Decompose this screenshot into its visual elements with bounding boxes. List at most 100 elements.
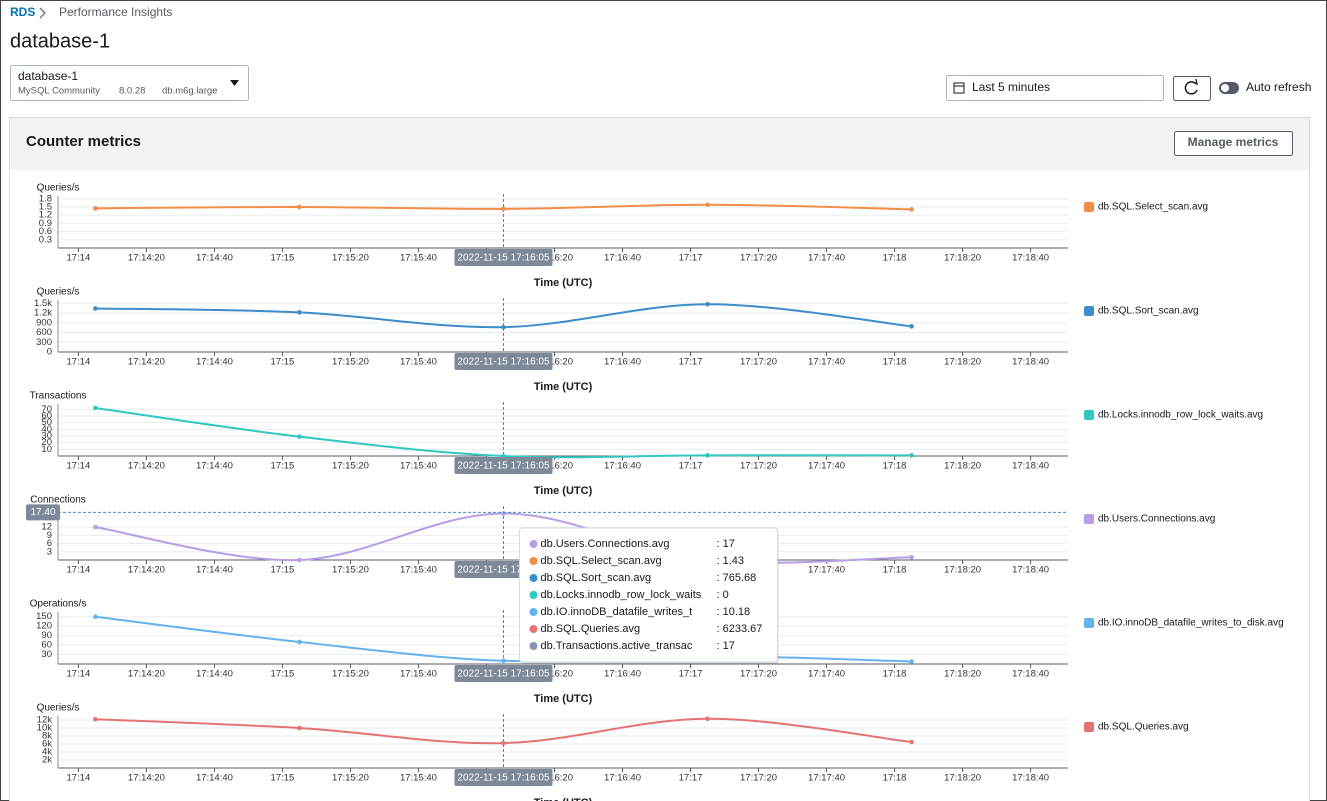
refresh-button[interactable] <box>1173 76 1211 101</box>
y-axis-label: Operations/s <box>30 599 87 610</box>
data-point <box>705 716 710 722</box>
x-tick-label: 17:17:20 <box>740 357 777 368</box>
y-tick-label: 4k <box>42 747 52 758</box>
legend-label: db.Users.Connections.avg <box>1098 514 1215 525</box>
tooltip <box>518 527 778 663</box>
y-tick-label: 300 <box>36 337 52 348</box>
y-tick-label: 20 <box>41 437 52 448</box>
x-tick-label: 17:18 <box>883 669 907 680</box>
x-tick-label: 17:15:40 <box>400 565 437 576</box>
y-tick-label: 70 <box>41 404 52 415</box>
x-tick-label: 17:14 <box>67 461 91 472</box>
tooltip-value: : 10.18 <box>716 606 750 618</box>
legend-swatch <box>1084 514 1094 524</box>
time-range: Last 5 minutes <box>972 80 1050 94</box>
y-tick-label: 3 <box>47 546 52 557</box>
data-point <box>705 202 710 208</box>
manage-metrics-button[interactable] <box>1174 131 1293 156</box>
data-point <box>297 204 302 210</box>
tooltip-label: db.Locks.innodb_row_lock_waits <box>540 589 701 601</box>
x-tick-label: 17:15:20 <box>332 253 369 264</box>
x-tick-label: 17:14 <box>67 773 91 784</box>
x-tick-label: 17:18 <box>883 461 907 472</box>
x-tick-label: 17:14 <box>67 253 91 264</box>
x-tick-label: 17:14:20 <box>128 669 165 680</box>
data-point <box>297 725 302 731</box>
x-tick-label: 17:17:40 <box>808 357 845 368</box>
x-axis-label: Time (UTC) <box>534 485 593 497</box>
tooltip-value: : 17 <box>716 538 734 550</box>
tooltip-label: db.Users.Connections.avg <box>540 538 669 550</box>
auto-refresh-label: Auto refresh <box>1246 80 1311 94</box>
tooltip-label: db.SQL.Select_scan.avg <box>540 555 661 567</box>
crosshair-y-box <box>26 504 60 521</box>
data-point <box>909 554 914 560</box>
tooltip-value: : 6233.67 <box>716 623 762 635</box>
x-tick-label: 17:16:20 <box>536 669 573 680</box>
time-range-picker[interactable] <box>946 75 1164 101</box>
x-tick-label: 17:17 <box>679 669 703 680</box>
y-tick-label: 1.8 <box>39 193 52 204</box>
x-tick-label: 17:15:20 <box>332 565 369 576</box>
crosshair-time-label: 2022-11-15 17:16:05 <box>457 461 550 472</box>
legend-swatch <box>1084 618 1094 628</box>
legend-label: db.IO.innoDB_datafile_writes_to_disk.avg <box>1098 618 1284 629</box>
x-tick-label: 17:16:40 <box>604 773 641 784</box>
panel-title: Counter metrics <box>26 133 141 150</box>
y-tick-label: 10 <box>41 444 52 455</box>
x-tick-label: 17:17:20 <box>740 669 777 680</box>
x-tick-label: 17:14 <box>67 357 91 368</box>
breadcrumb-link[interactable]: RDS <box>10 5 35 19</box>
tooltip-value: : 17 <box>716 640 734 652</box>
y-tick-label: 150 <box>36 611 52 622</box>
x-tick-label: 17:15 <box>271 773 295 784</box>
x-tick-label: 17:18:40 <box>1012 773 1049 784</box>
x-tick-label: 17:14:40 <box>196 461 233 472</box>
y-tick-label: 10k <box>37 723 53 734</box>
instance-select[interactable] <box>10 65 249 101</box>
y-tick-label: 600 <box>36 327 52 338</box>
data-point <box>705 301 710 307</box>
y-tick-label: 1.5k <box>34 298 52 309</box>
x-tick-label: 17:18:40 <box>1012 669 1049 680</box>
refresh-icon <box>1192 78 1198 86</box>
tooltip-dot <box>529 608 538 616</box>
x-tick-label: 17:18:20 <box>944 253 981 264</box>
data-point <box>93 206 98 211</box>
x-tick-label: 17:14:40 <box>196 357 233 368</box>
y-tick-label: 900 <box>36 317 52 328</box>
crosshair-time-label: 2022-11-15 17:16:05 <box>457 669 550 680</box>
x-tick-label: 17:15:20 <box>332 461 369 472</box>
data-point <box>93 716 98 722</box>
data-point <box>297 434 302 439</box>
y-axis-label: Queries/s <box>37 703 80 714</box>
data-point <box>297 557 302 563</box>
y-tick-label: 12 <box>41 522 52 533</box>
y-tick-label: 120 <box>36 621 52 632</box>
legend-label: db.SQL.Queries.avg <box>1098 722 1189 733</box>
crosshair-time-box <box>454 249 553 266</box>
y-tick-label: 6k <box>42 739 52 750</box>
x-tick-label: 17:16:20 <box>536 461 573 472</box>
y-axis-label: Queries/s <box>37 287 80 298</box>
x-tick-label: 17:14 <box>67 565 91 576</box>
tooltip-dot <box>529 625 538 633</box>
x-tick-label: 17:18:40 <box>1012 357 1049 368</box>
y-tick-label: 60 <box>41 411 52 422</box>
x-tick-label: 17:14:20 <box>128 357 165 368</box>
x-axis-label: Time (UTC) <box>534 381 593 393</box>
x-tick-label: 17:16:20 <box>536 357 573 368</box>
crosshair-time-label: 2022-11-15 17:16:05 <box>457 253 550 264</box>
instance-version: 8.0.28 <box>119 86 145 97</box>
data-point <box>501 206 506 212</box>
x-axis-label: Time (UTC) <box>534 693 593 705</box>
x-tick-label: 17:15:20 <box>332 357 369 368</box>
breadcrumb-current: Performance Insights <box>59 5 172 19</box>
x-tick-label: 17:18:20 <box>944 669 981 680</box>
crosshair-y-label: 17.40 <box>30 507 55 518</box>
x-tick-label: 17:18:40 <box>1012 253 1049 264</box>
legend-swatch <box>1084 410 1094 420</box>
tooltip-label: db.IO.innoDB_datafile_writes_t <box>540 606 692 618</box>
